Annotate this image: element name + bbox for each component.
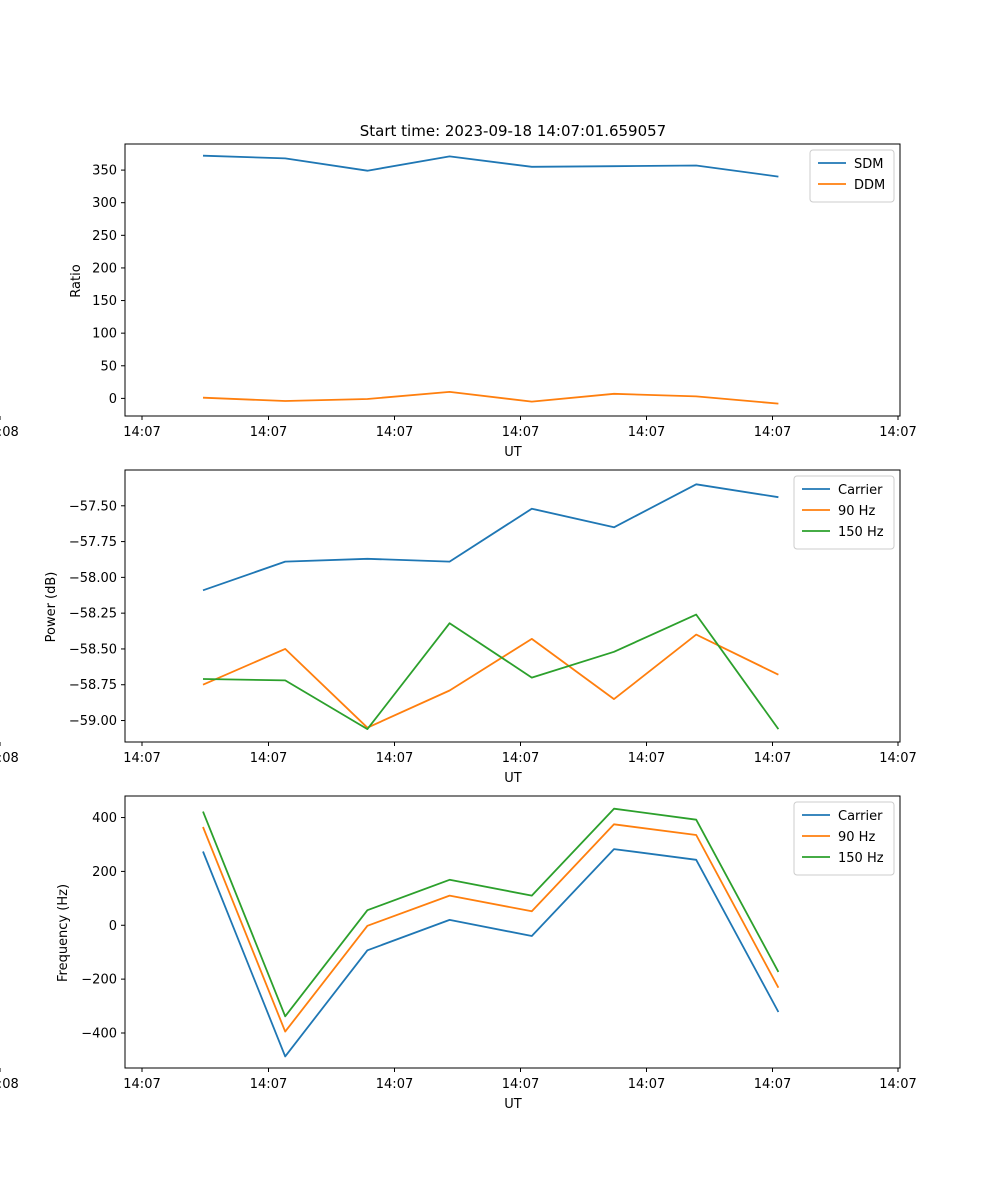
x-tick-label: 14:07 bbox=[376, 1077, 413, 1092]
x-axis-label: UT bbox=[504, 771, 522, 786]
x-tick-label: 14:07 bbox=[879, 425, 916, 440]
x-tick-label: 14:07 bbox=[628, 1077, 665, 1092]
y-axis-label: Power (dB) bbox=[44, 572, 59, 643]
legend-label: DDM bbox=[854, 178, 885, 193]
y-tick-label: 50 bbox=[100, 359, 117, 374]
power-chart: UT Power (dB) 14:07 14:07 14:07 14:07 14:07 1… bbox=[0, 469, 917, 786]
y-tick-label: −59.00 bbox=[69, 714, 117, 729]
y-tick-label: 150 bbox=[92, 294, 117, 309]
axes-frame bbox=[124, 795, 901, 1069]
y-axis-label: Frequency (Hz) bbox=[56, 884, 71, 982]
y-tick-label: −58.00 bbox=[69, 571, 117, 586]
legend-label: 150 Hz bbox=[838, 525, 884, 540]
x-axis-label: UT bbox=[504, 445, 522, 460]
x-tick-label: 14:07 bbox=[250, 425, 287, 440]
x-tick-label: 14:07 bbox=[754, 425, 791, 440]
x-tick-label: 14:07 bbox=[628, 425, 665, 440]
y-tick-label: −200 bbox=[81, 973, 117, 988]
legend-label: 150 Hz bbox=[838, 851, 884, 866]
frequency-chart: UT Frequency (Hz) 14:07 14:07 14:07 14:07 14… bbox=[0, 795, 917, 1112]
power-plot-area: 14:07 14:07 14:07 14:07 14:07 14:07 14:07 14:08… bbox=[0, 469, 917, 766]
series-line-90-hz bbox=[202, 823, 780, 1033]
x-tick-label: 14:07 bbox=[754, 751, 791, 766]
series-line-sdm bbox=[202, 154, 779, 178]
x-tick-label: 14:08 bbox=[0, 1077, 19, 1092]
x-tick-label: 14:08 bbox=[0, 425, 19, 440]
y-tick-label: −57.75 bbox=[69, 535, 117, 550]
x-tick-label: 14:07 bbox=[376, 425, 413, 440]
y-tick-label: 0 bbox=[109, 392, 117, 407]
x-tick-label: 14:07 bbox=[376, 751, 413, 766]
series-line-90-hz bbox=[202, 633, 779, 729]
y-tick-label: −57.50 bbox=[69, 499, 117, 514]
axes-frame bbox=[124, 143, 901, 417]
axes-frame bbox=[124, 469, 901, 743]
x-tick-label: 14:07 bbox=[123, 425, 160, 440]
chart-title: Start time: 2023-09-18 14:07:01.659057 bbox=[360, 122, 666, 140]
y-tick-label: −400 bbox=[81, 1026, 117, 1041]
y-tick-label: 400 bbox=[92, 811, 117, 826]
x-tick-label: 14:08 bbox=[0, 751, 19, 766]
x-tick-label: 14:07 bbox=[502, 425, 539, 440]
x-tick-label: 14:07 bbox=[123, 1077, 160, 1092]
x-tick-label: 14:07 bbox=[879, 751, 916, 766]
y-tick-label: −58.25 bbox=[69, 607, 117, 622]
series-line-carrier bbox=[202, 483, 779, 592]
x-tick-label: 14:07 bbox=[123, 751, 160, 766]
legend-label: Carrier bbox=[838, 809, 883, 824]
legend-label: 90 Hz bbox=[838, 830, 875, 845]
x-tick-label: 14:07 bbox=[250, 751, 287, 766]
x-tick-label: 14:07 bbox=[754, 1077, 791, 1092]
y-tick-label: 0 bbox=[109, 919, 117, 934]
ratio-chart: Start time: 2023-09-18 14:07:01.659057 U… bbox=[0, 122, 917, 460]
series-line-150-hz bbox=[202, 807, 780, 1018]
x-tick-label: 14:07 bbox=[628, 751, 665, 766]
x-tick-label: 14:07 bbox=[502, 751, 539, 766]
y-tick-label: −58.50 bbox=[69, 642, 117, 657]
y-tick-label: 250 bbox=[92, 229, 117, 244]
x-axis-label: UT bbox=[504, 1097, 522, 1112]
series-line-ddm bbox=[202, 390, 779, 405]
series-line-carrier bbox=[202, 848, 780, 1058]
legend-label: SDM bbox=[854, 157, 883, 172]
x-tick-label: 14:07 bbox=[502, 1077, 539, 1092]
y-tick-label: 300 bbox=[92, 196, 117, 211]
y-tick-label: 200 bbox=[92, 261, 117, 276]
y-tick-label: 200 bbox=[92, 865, 117, 880]
series-line-150-hz bbox=[202, 613, 780, 730]
x-tick-label: 14:07 bbox=[250, 1077, 287, 1092]
legend-label: 90 Hz bbox=[838, 504, 875, 519]
x-tick-label: 14:07 bbox=[879, 1077, 916, 1092]
y-tick-label: 100 bbox=[92, 327, 117, 342]
y-axis-label: Ratio bbox=[69, 264, 84, 297]
frequency-plot-area: 14:07 14:07 14:07 14:07 14:07 14:07 14:07 14:08… bbox=[0, 795, 917, 1092]
y-tick-label: −58.75 bbox=[69, 678, 117, 693]
ratio-plot-area: 14:07 14:07 14:07 14:07 14:07 14:07 14:07 14:08… bbox=[0, 143, 917, 440]
y-tick-label: 350 bbox=[92, 164, 117, 179]
legend-label: Carrier bbox=[838, 483, 883, 498]
